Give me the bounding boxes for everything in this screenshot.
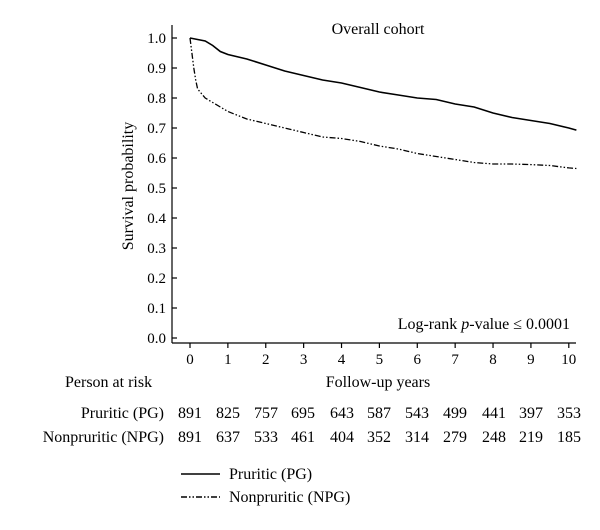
y-axis-label: Survival probability bbox=[120, 122, 137, 250]
series-line-pruritic bbox=[189, 37, 577, 131]
x-tick-label: 5 bbox=[376, 352, 384, 368]
series-layer bbox=[189, 37, 577, 170]
y-tick-label: 0.2 bbox=[147, 271, 166, 287]
risk-cell: 441 bbox=[482, 405, 506, 422]
risk-table-header: Person at risk bbox=[65, 374, 152, 391]
y-tick-label: 0.7 bbox=[147, 121, 166, 137]
risk-cell: 891 bbox=[178, 429, 202, 446]
x-axis-ticks: 0 1 2 3 4 5 6 7 8 9 10 bbox=[186, 343, 576, 368]
x-tick-label: 6 bbox=[414, 352, 422, 368]
x-tick-label: 3 bbox=[300, 352, 308, 368]
x-tick-label: 1 bbox=[224, 352, 232, 368]
log-rank-annotation: Log-rank p-value ≤ 0.0001 bbox=[398, 316, 570, 333]
x-tick-label: 4 bbox=[338, 352, 346, 368]
y-axis-ticks: 0.0 0.1 0.2 0.3 0.4 0.5 0.6 0.7 0.8 0.9 1.0 bbox=[147, 31, 177, 347]
risk-cell: 404 bbox=[330, 429, 354, 446]
risk-cell: 219 bbox=[519, 429, 543, 446]
legend-label: Pruritic (PG) bbox=[229, 466, 312, 483]
risk-cell: 587 bbox=[367, 405, 391, 422]
series-line-nonpruritic bbox=[189, 37, 577, 170]
risk-cell: 352 bbox=[367, 429, 391, 446]
risk-cell: 461 bbox=[291, 429, 315, 446]
risk-cell: 279 bbox=[443, 429, 467, 446]
risk-table: Pruritic (PG) 891 825 757 695 643 587 543 499 441… bbox=[43, 405, 581, 446]
risk-cell: 533 bbox=[254, 429, 278, 446]
risk-cell: 543 bbox=[405, 405, 429, 422]
x-axis-label: Follow-up years bbox=[326, 374, 430, 391]
y-tick-label: 0.3 bbox=[147, 241, 166, 257]
x-tick-label: 2 bbox=[262, 352, 270, 368]
risk-cell: 757 bbox=[254, 405, 278, 422]
risk-cell: 643 bbox=[330, 405, 354, 422]
risk-cell: 499 bbox=[443, 405, 467, 422]
x-tick-label: 9 bbox=[527, 352, 535, 368]
legend: Pruritic (PG) Nonpruritic (NPG) bbox=[181, 466, 350, 506]
x-tick-label: 0 bbox=[186, 352, 194, 368]
risk-cell: 825 bbox=[216, 405, 240, 422]
risk-cell: 397 bbox=[519, 405, 543, 422]
risk-cell: 314 bbox=[405, 429, 429, 446]
y-tick-label: 0.0 bbox=[147, 331, 166, 347]
plot-frame bbox=[171, 25, 576, 344]
x-tick-label: 7 bbox=[451, 352, 459, 368]
y-tick-label: 0.6 bbox=[147, 151, 166, 167]
x-tick-label: 10 bbox=[561, 352, 576, 368]
y-tick-label: 1.0 bbox=[147, 31, 166, 47]
risk-cell: 637 bbox=[216, 429, 240, 446]
risk-cell: 248 bbox=[482, 429, 506, 446]
y-tick-label: 0.8 bbox=[147, 91, 166, 107]
annotation-italic: p bbox=[460, 316, 469, 333]
chart-title: Overall cohort bbox=[332, 21, 425, 38]
y-tick-label: 0.1 bbox=[147, 301, 166, 317]
risk-cell: 891 bbox=[178, 405, 202, 422]
y-tick-label: 0.9 bbox=[147, 61, 166, 77]
risk-cell: 185 bbox=[557, 429, 581, 446]
annotation-suffix: -value ≤ 0.0001 bbox=[469, 316, 570, 333]
risk-row-label: Nonpruritic (NPG) bbox=[43, 429, 164, 446]
x-tick-label: 8 bbox=[489, 352, 497, 368]
y-tick-label: 0.5 bbox=[147, 181, 166, 197]
risk-cell: 695 bbox=[291, 405, 315, 422]
y-tick-label: 0.4 bbox=[147, 211, 166, 227]
risk-row-label: Pruritic (PG) bbox=[81, 405, 164, 422]
risk-cell: 353 bbox=[557, 405, 581, 422]
annotation-prefix: Log-rank bbox=[398, 316, 462, 333]
legend-label: Nonpruritic (NPG) bbox=[229, 489, 350, 506]
